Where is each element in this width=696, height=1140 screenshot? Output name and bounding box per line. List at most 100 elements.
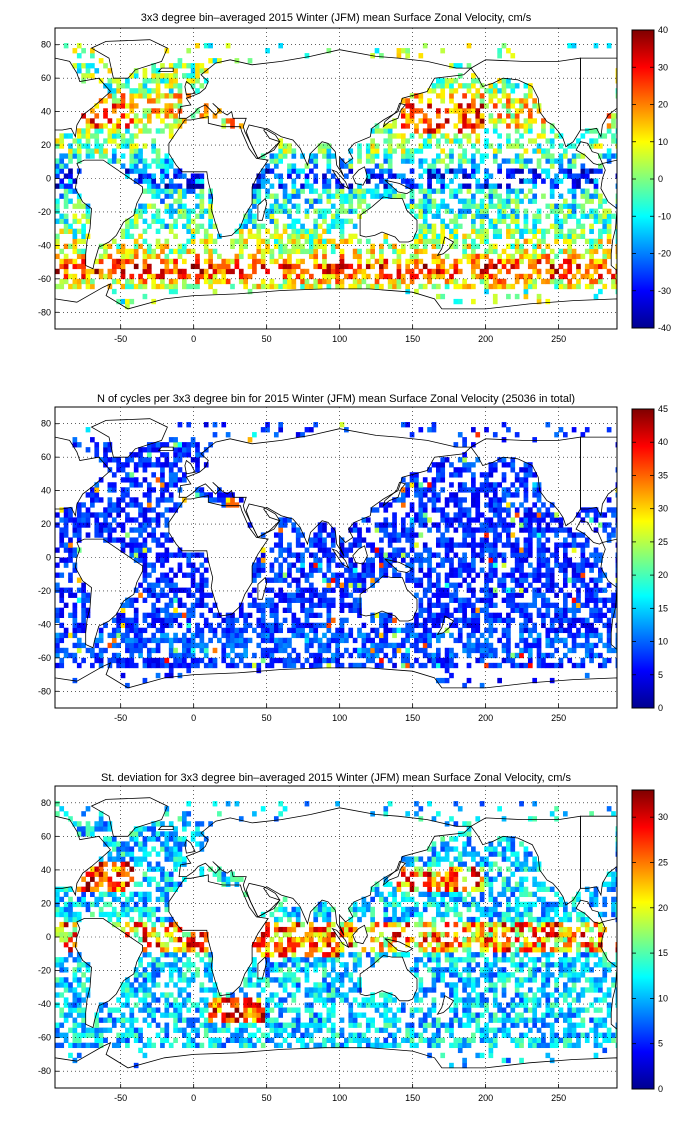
heatmap-cell bbox=[431, 477, 437, 483]
heatmap-cell bbox=[103, 243, 108, 250]
heatmap-cell bbox=[379, 502, 384, 508]
heatmap-cell bbox=[440, 188, 446, 194]
heatmap-cell bbox=[532, 597, 538, 603]
heatmap-cell bbox=[370, 148, 375, 154]
heatmap-cell bbox=[186, 622, 192, 629]
heatmap-cell bbox=[98, 512, 104, 518]
heatmap-cell bbox=[615, 657, 617, 664]
heatmap-cell bbox=[536, 537, 542, 543]
heatmap-cell bbox=[562, 542, 568, 548]
heatmap-cell bbox=[584, 557, 590, 563]
heatmap-cell bbox=[549, 258, 555, 265]
heatmap-cell bbox=[449, 632, 454, 639]
heatmap-cell bbox=[164, 532, 170, 538]
heatmap-cell bbox=[492, 298, 498, 305]
heatmap-cell bbox=[492, 522, 498, 528]
heatmap-cell bbox=[98, 253, 104, 260]
heatmap-cell bbox=[107, 93, 113, 99]
heatmap-cell bbox=[562, 248, 568, 255]
heatmap-cell bbox=[501, 627, 507, 634]
heatmap-cell bbox=[567, 203, 573, 209]
heatmap-cell bbox=[160, 562, 165, 568]
heatmap-cell bbox=[492, 507, 498, 513]
heatmap-cell bbox=[203, 492, 209, 498]
heatmap-cell bbox=[168, 268, 174, 275]
heatmap-cell bbox=[155, 517, 161, 523]
heatmap-cell bbox=[160, 592, 165, 598]
heatmap-cell bbox=[602, 218, 608, 224]
heatmap-cell bbox=[133, 148, 139, 154]
heatmap-cell bbox=[76, 642, 82, 649]
heatmap-cell bbox=[427, 637, 432, 644]
heatmap-cell bbox=[190, 567, 196, 573]
heatmap-cell bbox=[190, 577, 196, 583]
heatmap-cell bbox=[576, 278, 581, 285]
heatmap-cell bbox=[133, 462, 139, 468]
heatmap-cell bbox=[326, 278, 332, 285]
heatmap-cell bbox=[168, 647, 174, 654]
heatmap-cell bbox=[510, 253, 516, 260]
heatmap-cell bbox=[133, 218, 139, 224]
heatmap-cell bbox=[422, 492, 428, 498]
heatmap-cell bbox=[400, 662, 406, 669]
heatmap-cell bbox=[457, 602, 463, 608]
heatmap-cell bbox=[125, 228, 130, 234]
heatmap-cell bbox=[523, 647, 529, 654]
heatmap-cell bbox=[155, 497, 161, 503]
heatmap-cell bbox=[190, 602, 196, 608]
heatmap-cell bbox=[471, 93, 476, 99]
heatmap-cell bbox=[72, 283, 78, 290]
heatmap-cell bbox=[146, 268, 152, 275]
heatmap-cell bbox=[471, 517, 476, 523]
heatmap-cell bbox=[138, 203, 143, 209]
heatmap-cell bbox=[173, 63, 178, 69]
heatmap-cell bbox=[129, 273, 135, 280]
heatmap-cell bbox=[523, 577, 529, 583]
heatmap-cell bbox=[598, 557, 603, 563]
heatmap-cell bbox=[125, 647, 130, 654]
heatmap-cell bbox=[177, 672, 183, 679]
heatmap-cell bbox=[344, 582, 349, 588]
heatmap-cell bbox=[453, 662, 459, 669]
heatmap-cell bbox=[125, 233, 130, 239]
heatmap-cell bbox=[427, 612, 432, 618]
heatmap-cell bbox=[81, 228, 86, 234]
heatmap-cell bbox=[444, 572, 450, 578]
heatmap-cell bbox=[273, 557, 279, 563]
heatmap-cell bbox=[173, 288, 178, 295]
heatmap-cell bbox=[182, 447, 187, 453]
heatmap-cell bbox=[129, 657, 135, 664]
heatmap-cell bbox=[506, 243, 511, 250]
heatmap-cell bbox=[435, 632, 441, 639]
heatmap-cell bbox=[593, 268, 599, 275]
heatmap-cell bbox=[133, 143, 139, 149]
heatmap-cell bbox=[164, 243, 170, 250]
heatmap-cell bbox=[418, 647, 424, 654]
heatmap-cell bbox=[317, 193, 323, 199]
heatmap-cell bbox=[335, 193, 340, 199]
heatmap-cell bbox=[536, 268, 542, 275]
heatmap-cell bbox=[212, 58, 218, 64]
heatmap-cell bbox=[444, 587, 450, 593]
heatmap-cell bbox=[133, 537, 139, 543]
heatmap-cell bbox=[440, 507, 446, 513]
heatmap-cell bbox=[435, 542, 441, 548]
heatmap-cell bbox=[72, 642, 78, 649]
heatmap-cell bbox=[523, 662, 529, 669]
heatmap-cell bbox=[190, 662, 196, 669]
heatmap-cell bbox=[418, 183, 424, 189]
heatmap-cell bbox=[76, 278, 82, 285]
heatmap-cell bbox=[63, 632, 69, 639]
heatmap-cell bbox=[313, 243, 319, 250]
heatmap-cell bbox=[567, 258, 573, 265]
heatmap-cell bbox=[576, 567, 581, 573]
heatmap-cell bbox=[435, 83, 441, 89]
heatmap-cell bbox=[567, 268, 573, 275]
heatmap-cell bbox=[527, 582, 533, 588]
heatmap-cell bbox=[260, 278, 266, 285]
heatmap-cell bbox=[484, 263, 489, 270]
heatmap-cell bbox=[133, 477, 139, 483]
heatmap-cell bbox=[173, 637, 178, 644]
heatmap-cell bbox=[164, 208, 170, 214]
heatmap-cell bbox=[326, 223, 332, 229]
